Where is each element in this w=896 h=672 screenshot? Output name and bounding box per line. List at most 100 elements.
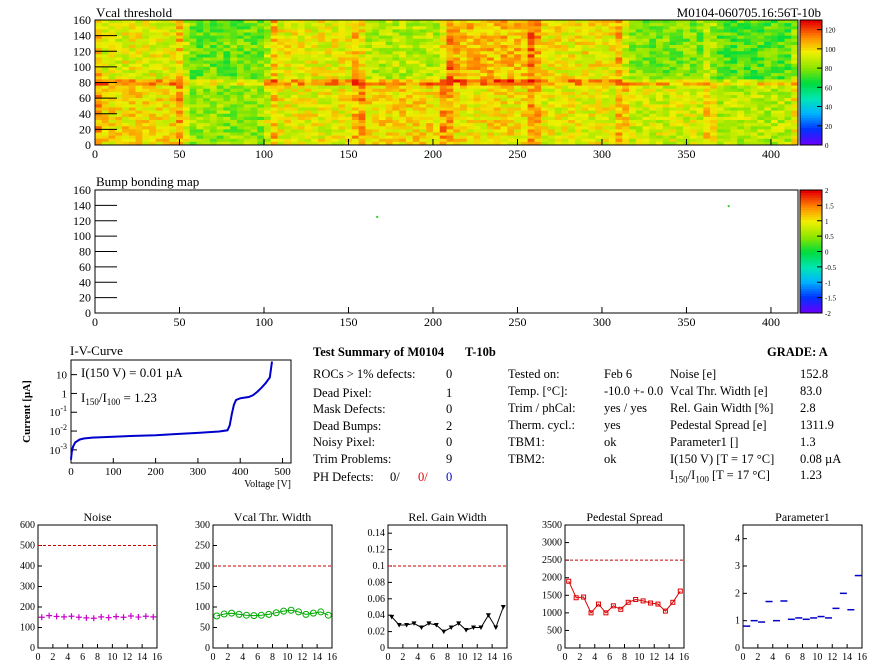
small-x-tick-label: 14 [137,652,147,663]
data-point [90,615,97,622]
vcal-map-cell [608,101,616,105]
vcal-map-cell [223,135,231,140]
vcal-map-cell [209,60,217,65]
vcal-map-cell [696,54,704,58]
vcal-map-cell [236,66,245,71]
small-y-tick-label: 0 [205,643,210,654]
vcal-map-cell [696,26,704,30]
vcal-map-cell [216,60,224,65]
vcal-map-cell [277,20,285,24]
vcal-map-cell [716,141,724,146]
vcal-map-cell [446,54,454,58]
vcal-map-cell [649,110,657,115]
vcal-map-cell [743,98,751,102]
data-point [471,625,477,630]
vcal-map-cell [257,54,265,58]
vcal-map-cell [142,141,150,146]
vcal-map-cell [108,135,116,140]
vcal-map-cell [230,35,238,40]
vcal-map-cell [541,48,549,52]
bump-map-palette-cell [800,217,822,221]
vcal-map-cell [561,20,569,24]
vcal-map-cell [764,95,772,99]
data-point [389,614,395,620]
vcal-map-cell [710,63,718,68]
vcal-map-cell [601,23,610,27]
vcal-map-cell [169,35,177,40]
vcal-map-cell [554,29,562,33]
vcal-map-cell [284,66,292,71]
vcal-map-cell [743,66,751,71]
vcal-map-cell [520,91,528,96]
vcal-map-cell [561,38,569,43]
vcal-map-cell [689,123,697,127]
vcal-map-cell [399,76,407,80]
vcal-map-cell [777,85,785,90]
vcal-map-cell [710,116,718,121]
vcal-map-cell [460,98,468,102]
vcal-map-cell [561,135,569,140]
vcal-map-cell [662,45,670,49]
vcal-map-cell [95,60,103,65]
vcal-map-cell [108,63,116,68]
vcal-map-cell [115,82,123,86]
vcal-map-cell [297,138,305,143]
vcal-map-cell [649,129,657,133]
vcal-map-cell [574,57,582,61]
vcal-map-cell [162,85,170,90]
vcal-map-cell [777,79,785,83]
vcal-map-cell [703,66,711,71]
vcal-map-cell [169,79,177,83]
vcal-map-cell [595,38,603,43]
vcal-map-cell [216,26,224,30]
vcal-map-cell [473,26,481,30]
vcal-map-cell [230,32,238,36]
data-point [573,595,579,601]
vcal-map-cell [500,104,508,108]
vcal-map-cell [203,138,211,143]
vcal-map-cell [629,123,637,127]
vcal-map-cell [473,107,481,111]
vcal-map-cell [338,123,346,127]
vcal-map-cell [676,35,684,40]
vcal-map-cell [263,51,272,55]
vcal-map-cell [534,41,542,46]
vcal-map-cell [385,20,393,24]
vcal-map-cell [182,20,190,24]
vcal-map-cell [412,110,420,115]
vcal-map-cell [615,95,623,99]
vcal-map-cell [500,82,508,86]
vcal-map-cell [507,38,515,43]
vcal-map-cell [182,85,190,90]
vcal-map-cell [777,129,785,133]
vcal-map-cell [649,126,657,130]
vcal-map-cell [737,54,745,58]
vcal-map-cell [365,45,373,49]
vcal-map-cell [297,54,305,58]
vcal-map-cell [338,110,346,115]
vcal-map-palette-cell [800,80,822,83]
vcal-map-cell [608,38,616,43]
vcal-map-cell [263,76,272,80]
vcal-map-cell [757,135,765,140]
vcal-map-cell [243,32,251,36]
vcal-map-cell [378,91,386,96]
vcal-map-cell [777,73,785,77]
vcal-map-cell [777,41,785,46]
vcal-map-cell [405,54,414,58]
vcal-map-cell [703,129,711,133]
vcal-map-cell [520,138,528,143]
data-point [242,611,250,619]
vcal-map-cell [689,101,697,105]
vcal-map-cell [595,95,603,99]
vcal-map-cell [345,35,353,40]
vcal-map-cell [250,95,258,99]
vcal-map-cell [426,63,434,68]
data-point [287,606,295,614]
vcal-map-cell [101,126,109,130]
vcal-map-cell [419,76,427,80]
vcal-map-cell [169,57,177,61]
vcal-map-cell [216,85,224,90]
bump-defect-point [376,215,379,218]
small-x-tick-label: 0 [211,652,216,663]
